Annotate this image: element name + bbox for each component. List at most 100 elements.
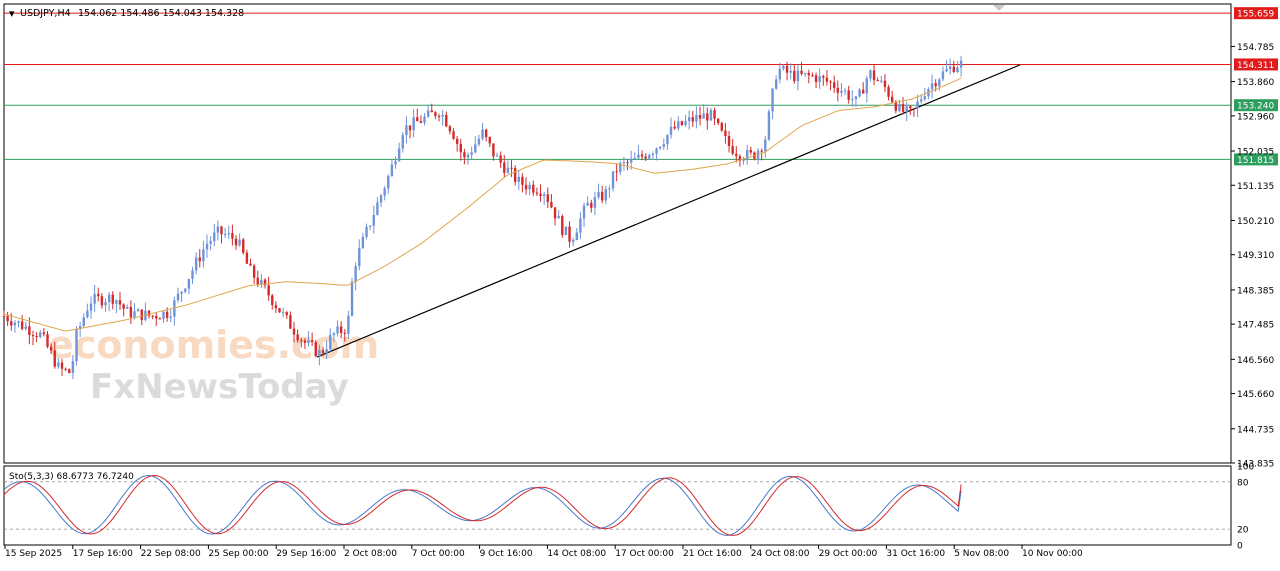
candle-body (785, 65, 789, 73)
candle-body (901, 103, 905, 112)
candle-body (930, 83, 934, 90)
candle-body (437, 116, 441, 118)
price-tick-label: 147.485 (1237, 321, 1274, 331)
candle-body (289, 315, 292, 329)
candle-body (194, 257, 198, 271)
candle-body (698, 115, 702, 119)
symbol-label: USDJPY,H4 (20, 8, 71, 19)
candle-body (281, 312, 285, 314)
time-tick-label: 29 Sep 16:00 (276, 549, 336, 559)
candle-body (557, 216, 560, 219)
candle-body (546, 194, 549, 202)
candle-body (60, 362, 64, 369)
candle-body (662, 144, 665, 147)
candle-body (202, 249, 205, 262)
candle-body (615, 171, 618, 173)
candle-body (829, 81, 832, 83)
candle-body (24, 326, 27, 329)
candle-body (858, 89, 861, 97)
stochastic-level-label: 0 (1237, 542, 1243, 552)
candle-body (695, 115, 698, 122)
symbol-marker-icon[interactable]: ▾ (9, 7, 15, 20)
candle-body (376, 202, 379, 215)
time-tick-label: 17 Sep 16:00 (73, 549, 133, 559)
candle-body (387, 176, 390, 189)
candle-body (89, 303, 93, 311)
level-price-tag (1234, 58, 1278, 71)
candle-body (673, 126, 676, 129)
candle-body (187, 278, 191, 289)
main-panel-frame (3, 3, 1232, 464)
candle-body (405, 125, 408, 136)
candle-body (336, 326, 339, 334)
candle-body (803, 72, 807, 74)
candle-body (260, 279, 263, 285)
candle-body (619, 162, 622, 172)
candle-body (256, 277, 259, 285)
candle-body (800, 70, 803, 74)
candle-body (57, 362, 60, 367)
candle-body (191, 270, 194, 279)
candle-body (789, 70, 792, 73)
axes: 155.659 154.311 153.240 151.815 154.785 153.8… (4, 7, 1278, 559)
candle-body (6, 316, 9, 322)
candle-body (198, 257, 201, 262)
candle-body (492, 143, 495, 157)
candle-body (510, 167, 513, 169)
candle-body (731, 146, 734, 154)
candle-body (394, 160, 397, 165)
candle-body (329, 335, 332, 350)
candle-body (205, 243, 209, 250)
candle-body (934, 83, 937, 87)
time-tick-label: 21 Oct 16:00 (683, 549, 742, 559)
candle-body (303, 340, 307, 343)
level-price-label: 151.815 (1237, 156, 1274, 166)
candle-body (919, 99, 923, 102)
candle-body (300, 340, 303, 342)
candle-body (115, 300, 118, 304)
candle-body (503, 162, 506, 173)
candle-body (310, 340, 314, 343)
candle-body (408, 125, 412, 131)
time-tick-label: 22 Sep 08:00 (141, 549, 201, 559)
time-tick-label: 9 Oct 16:00 (480, 549, 533, 559)
candle-body (332, 333, 336, 336)
candle-body (93, 293, 96, 304)
candle-body (876, 80, 879, 82)
candle-body (680, 121, 684, 126)
candle-body (267, 285, 270, 296)
candle-body (782, 65, 785, 69)
candle-body (778, 68, 781, 80)
price-tick-label: 153.860 (1237, 78, 1274, 88)
candle-body (358, 248, 361, 267)
price-tick-label: 144.735 (1237, 425, 1274, 435)
candle-body (307, 340, 310, 343)
candle-body (528, 184, 531, 190)
candle-body (459, 143, 462, 153)
candle-body (126, 306, 129, 309)
level-price-label: 154.311 (1237, 61, 1274, 71)
candle-body (905, 106, 908, 112)
candle-body (147, 310, 151, 316)
candle-body (419, 121, 423, 123)
candle-body (724, 130, 727, 137)
candle-body (571, 240, 575, 242)
candle-body (350, 281, 354, 316)
candle-body (959, 60, 963, 68)
candle-body (249, 263, 252, 266)
candle-body (481, 129, 484, 139)
candle-body (564, 226, 568, 235)
candle-body (252, 265, 256, 278)
level-price-label: 155.659 (1237, 10, 1274, 20)
candle-body (600, 192, 604, 201)
candle-body (677, 121, 680, 129)
candle-body (691, 117, 694, 122)
candle-body (735, 153, 738, 157)
candle-body (31, 335, 35, 337)
candle-body (865, 78, 869, 94)
candle-body (796, 70, 800, 82)
candle-body (484, 129, 488, 138)
candle-body (948, 66, 952, 69)
